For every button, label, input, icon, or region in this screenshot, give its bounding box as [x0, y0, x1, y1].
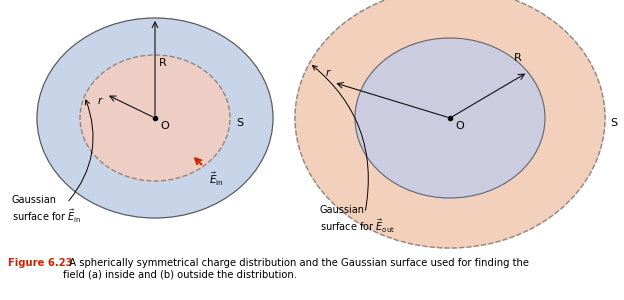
Text: Figure 6.23: Figure 6.23 [8, 258, 72, 268]
Text: r: r [325, 68, 329, 78]
Text: O: O [160, 121, 168, 131]
Ellipse shape [295, 0, 605, 248]
Text: r: r [98, 96, 102, 106]
Text: $\vec{E}_{\mathrm{in}}$: $\vec{E}_{\mathrm{in}}$ [209, 170, 224, 188]
Text: A spherically symmetrical charge distribution and the Gaussian surface used for : A spherically symmetrical charge distrib… [63, 258, 529, 280]
Text: R: R [159, 58, 167, 68]
Text: Gaussian
surface for $\vec{E}_{\mathrm{in}}$: Gaussian surface for $\vec{E}_{\mathrm{i… [12, 195, 82, 225]
Text: R: R [514, 53, 522, 63]
Ellipse shape [80, 55, 230, 181]
Text: Gaussian
surface for $\vec{E}_{\mathrm{out}}$: Gaussian surface for $\vec{E}_{\mathrm{o… [320, 205, 395, 235]
Text: O: O [455, 121, 464, 131]
Ellipse shape [355, 38, 545, 198]
Text: S: S [610, 118, 617, 128]
Text: S: S [236, 118, 243, 128]
Ellipse shape [37, 18, 273, 218]
